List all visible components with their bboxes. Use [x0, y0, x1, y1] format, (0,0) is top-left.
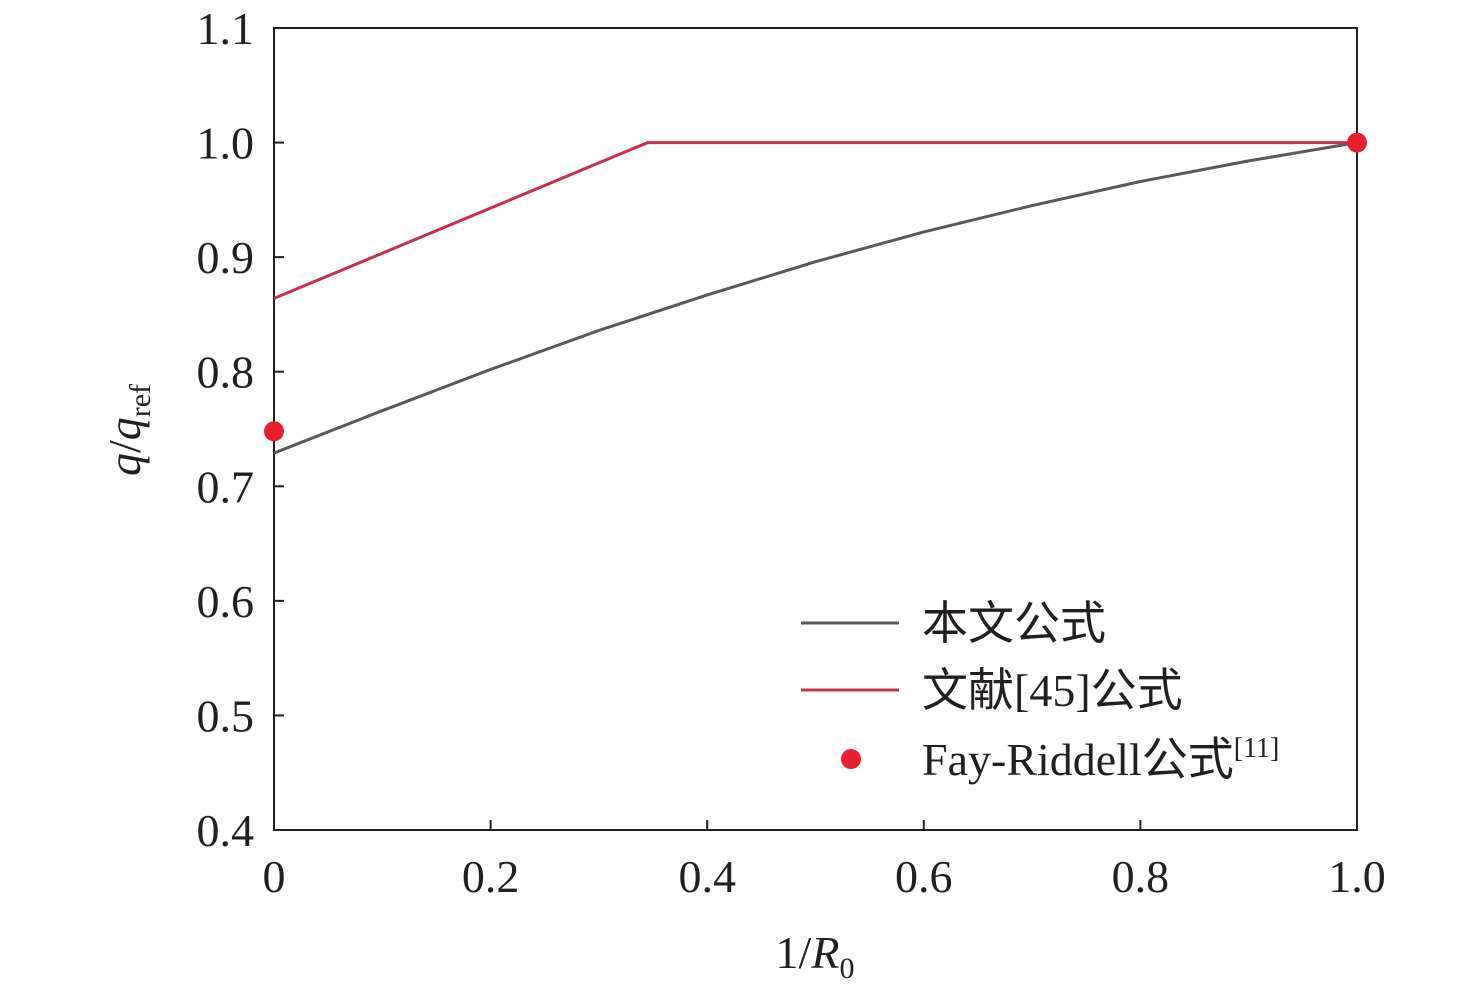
legend: 本文公式 文献[45]公式 Fay-Riddell公式[11] — [801, 598, 1279, 785]
x-tick-label: 0 — [263, 851, 286, 902]
plot-frame — [273, 27, 1358, 831]
x-axis-label-var: R — [810, 927, 839, 978]
series-layer — [264, 132, 1367, 455]
legend-label-this-paper: 本文公式 — [922, 598, 1106, 649]
y-tick-label: 0.4 — [197, 805, 255, 856]
x-tick-label: 0.8 — [1112, 851, 1170, 902]
fay-riddell-point — [1347, 132, 1367, 153]
x-axis-label: 1/R0 — [776, 927, 855, 985]
y-tick-label: 1.1 — [197, 3, 255, 54]
y-axis-label-sep: / — [99, 440, 150, 453]
x-tick-label: 0.2 — [462, 851, 520, 902]
x-tick-label: 0.6 — [895, 851, 953, 902]
y-axis-label-var2: q — [99, 417, 150, 440]
series-line-ref45 — [273, 141, 1357, 300]
y-tick-label: 1.0 — [197, 118, 255, 169]
x-axis-label-sub: 0 — [839, 952, 854, 985]
y-axis-label: q/qref — [99, 384, 157, 476]
series-line-this-paper — [273, 141, 1358, 455]
x-tick-label: 0.4 — [678, 851, 736, 902]
y-tick-label: 0.7 — [197, 461, 255, 512]
x-axis-label-base: 1/ — [776, 927, 812, 978]
x-tick-label: 1.0 — [1328, 851, 1386, 902]
y-tick-label: 0.8 — [197, 347, 255, 398]
legend-label-ref45: 文献[45]公式 — [922, 665, 1183, 716]
y-axis-label-var1: q — [99, 453, 150, 476]
x-axis-ticks: 0 0.2 0.4 0.6 0.8 1.0 — [263, 820, 1386, 902]
legend-label-fay-riddell: Fay-Riddell公式[11] — [922, 733, 1279, 785]
legend-label-fay-riddell-sup: [11] — [1234, 733, 1280, 764]
y-tick-label: 0.6 — [197, 576, 255, 627]
y-tick-label: 0.5 — [197, 690, 255, 741]
fay-riddell-point — [264, 421, 284, 442]
y-axis-ticks: 0.4 0.5 0.6 0.7 0.8 0.9 1.0 1.1 — [197, 3, 284, 856]
legend-label-fay-riddell-main: Fay-Riddell公式 — [922, 734, 1234, 785]
legend-marker-fay-riddell — [841, 749, 861, 769]
y-axis-label-sub: ref — [124, 384, 157, 417]
y-tick-label: 0.9 — [197, 232, 255, 283]
